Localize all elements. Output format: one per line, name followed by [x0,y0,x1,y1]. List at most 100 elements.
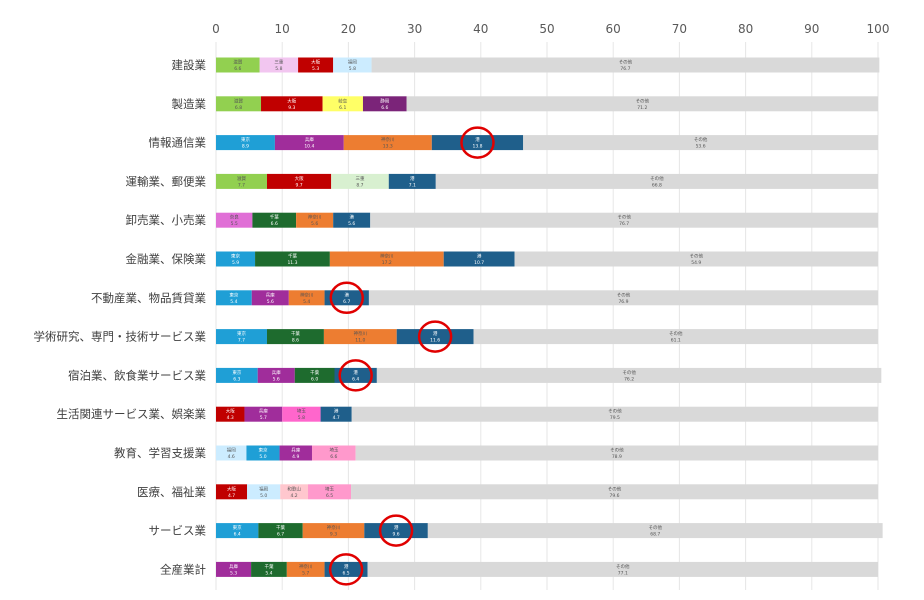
segment-name-label: 港 [349,214,354,221]
segment-value-label: 5.7 [302,570,309,576]
bar-segment [435,173,878,189]
gridlines [215,42,879,590]
segment-value-label: 5.3 [312,66,319,72]
bar-segment [296,212,334,228]
segment-value-label: 6.6 [271,221,278,227]
segment-value-label: 9.7 [295,182,302,188]
segment-name-label: 神奈川 [354,330,368,337]
bar-segment [266,173,332,189]
segment-name-label: 福岡 [259,485,268,492]
bar-segment [257,367,295,383]
segment-value-label: 5.0 [259,454,266,460]
segment-value-label: 5.8 [349,66,356,72]
segment-value-label: 5.4 [303,299,310,305]
bar-segment [431,135,524,151]
category-label: 建設業 [172,58,207,72]
segment-value-label: 5.3 [230,570,237,576]
highlight-circle [460,126,495,159]
y-axis-labels: 建設業製造業情報通信業運輸業、郵便業卸売業、小売業金融業、保険業不動産業、物品賃… [34,58,207,576]
x-tick-label: 50 [539,22,554,36]
segment-name-label: 埼玉 [297,408,306,415]
segment-name-label: 千葉 [288,253,297,260]
segment-name-label: その他 [616,563,630,570]
bar-segment [251,290,289,306]
highlight-circles [328,126,495,586]
segment-name-label: 神奈川 [300,291,314,298]
segment-name-label: 港 [344,563,349,570]
bar-segment [252,212,297,228]
bar-segment [368,290,878,306]
bar-segment [216,484,248,500]
segment-name-label: 兵庫 [266,291,275,298]
segment-value-label: 11.6 [430,338,440,344]
bar-segment [514,251,878,267]
segment-value-label: 4.9 [292,454,299,460]
bar-segment [279,445,312,461]
segment-value-label: 6.4 [352,376,359,382]
segment-name-label: 兵庫 [229,563,238,570]
highlight-circle [328,553,364,586]
bar-segment [343,135,432,151]
segment-name-label: 東京 [232,369,241,376]
segment-name-label: 滋賀 [233,59,242,66]
segment-name-label: 港 [334,408,339,415]
segment-name-label: 三重 [274,59,283,66]
bar-segment [331,173,389,189]
bar-segment [261,96,323,112]
bar-segment [282,406,321,422]
segment-value-label: 4.7 [333,415,340,421]
bar-segment [473,329,878,345]
segment-value-label: 76.9 [618,299,628,305]
bar-segment [288,290,325,306]
bar-segment [396,329,474,345]
segment-value-label: 5.4 [265,570,272,576]
segment-name-label: 和歌山 [287,485,301,492]
segment-name-label: 兵庫 [272,369,281,376]
category-label: 生活関連サービス業、娯楽業 [57,407,207,421]
category-label: 運輸業、郵便業 [126,174,207,188]
segment-value-label: 5.8 [275,66,282,72]
segment-name-label: 神奈川 [381,136,395,143]
bar-segment [216,367,258,383]
bar-segment [246,445,280,461]
bar-segment [351,484,879,500]
x-tick-label: 20 [341,22,356,36]
segment-name-label: 港 [433,330,438,337]
bar-segment [367,561,878,577]
segment-name-label: 福岡 [227,447,236,454]
bar-segment [294,367,335,383]
segment-name-label: 静岡 [380,97,389,104]
bar-segment [259,57,299,73]
segment-value-label: 11.0 [355,338,365,344]
segment-name-label: 埼玉 [329,447,338,454]
segment-name-label: その他 [610,447,624,454]
bar-segment [320,406,352,422]
segment-name-label: その他 [650,175,664,182]
category-label: サービス業 [149,524,207,538]
bar-segment [216,212,253,228]
segment-name-label: その他 [608,408,622,415]
segment-value-label: 61.1 [671,338,681,344]
bar-segment [324,561,368,577]
bar-segment [247,484,281,500]
segment-value-label: 68.7 [650,532,660,538]
bar-segment [244,406,283,422]
bar-segment [216,135,275,151]
segment-value-label: 78.9 [612,454,622,460]
bar-segment [371,57,880,73]
segment-name-label: その他 [690,253,704,260]
bar-segment [427,523,883,539]
segment-value-label: 4.3 [227,415,234,421]
bar-segment [216,523,259,539]
segment-value-label: 6.7 [277,532,284,538]
segment-value-label: 7.7 [238,182,245,188]
bar-segment [298,57,334,73]
bar-segment [376,367,882,383]
category-label: 全産業計 [160,562,206,576]
segment-value-label: 6.6 [330,454,337,460]
segment-name-label: 兵庫 [291,447,300,454]
segment-value-label: 5.5 [231,221,238,227]
segment-value-label: 5.0 [260,493,267,499]
segment-name-label: 神奈川 [299,563,313,570]
bar-segment [308,484,352,500]
